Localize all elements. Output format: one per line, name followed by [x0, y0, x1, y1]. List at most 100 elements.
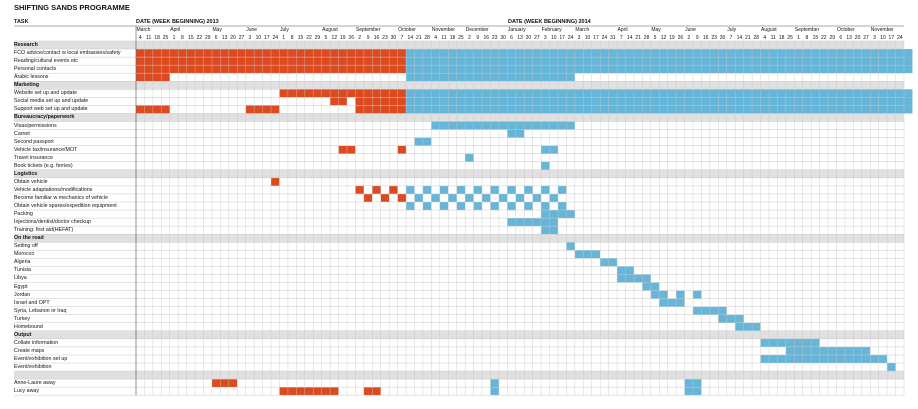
week-label: 8 — [181, 35, 184, 41]
gantt-bar-2014 — [490, 387, 499, 396]
week-label: 1 — [172, 35, 176, 41]
gantt-bar-2014 — [439, 185, 449, 194]
week-label: 14 — [626, 35, 633, 41]
week-label: 9 — [476, 35, 480, 41]
month-label: June — [246, 27, 258, 33]
week-label: 10 — [550, 35, 557, 41]
week-label: 12 — [331, 35, 338, 41]
week-label: 25 — [162, 35, 169, 41]
week-label: 11 — [441, 35, 447, 41]
gantt-bar-2014 — [490, 379, 499, 388]
week-label: 30 — [719, 35, 726, 41]
week-label: 13 — [517, 35, 523, 41]
week-label: 17 — [559, 35, 565, 41]
gantt-bar-2014 — [456, 202, 466, 211]
task-label: Training: first aid(HEFAT) — [14, 227, 74, 234]
gantt-bar-2014 — [507, 185, 516, 194]
gantt-bar-2014 — [760, 338, 820, 347]
task-label: Collate information — [14, 339, 59, 346]
week-label: 17 — [264, 35, 270, 41]
task-label: Website set up and update — [14, 90, 77, 97]
task-label: Vehicle tax/insurance/MOT — [14, 146, 78, 153]
gantt-bar-2014 — [473, 202, 483, 211]
week-label: 14 — [736, 35, 743, 41]
week-label: 16 — [702, 35, 709, 41]
gantt-bar-2014 — [490, 185, 499, 194]
task-label: Tunisia — [14, 267, 31, 274]
week-label: 24 — [601, 35, 608, 41]
gantt-bar-2013 — [279, 89, 407, 98]
section-label: Output — [14, 331, 32, 338]
year-header-2014: DATE (WEEK BEGINNING) 2014 — [508, 19, 591, 25]
week-label: 7 — [619, 35, 623, 41]
gantt-bar-2014 — [541, 202, 550, 211]
task-label: FCO advice/contact w local embassies/saf… — [14, 50, 121, 57]
week-label: 24 — [272, 35, 279, 41]
week-label: 2 — [687, 35, 691, 41]
gantt-bar-2013 — [389, 185, 398, 194]
gantt-bar-2014 — [887, 363, 896, 372]
week-label: 4 — [434, 35, 437, 41]
month-label: September — [355, 27, 381, 33]
week-label: 29 — [314, 35, 321, 41]
gantt-bar-2014 — [676, 290, 685, 299]
week-label: 25 — [458, 35, 464, 41]
month-label: November — [870, 27, 894, 33]
gantt-bar-2013 — [355, 185, 364, 194]
task-label: Anne-Laure away — [14, 380, 56, 387]
week-label: 19 — [669, 35, 675, 41]
month-label: June — [685, 27, 696, 33]
gantt-bar-2014 — [718, 314, 744, 323]
week-label: 6 — [839, 35, 843, 41]
gantt-bar-2014 — [557, 185, 567, 194]
task-label: Visas/permissions — [14, 122, 57, 129]
gantt-bar-2014 — [465, 193, 474, 202]
week-label: 19 — [339, 35, 346, 41]
week-label: 15 — [812, 35, 819, 41]
task-label: Algeria — [14, 259, 31, 266]
week-label: 16 — [483, 35, 490, 41]
section-band — [14, 234, 904, 243]
gantt-bar-2014 — [431, 193, 440, 202]
week-label: 26 — [677, 35, 684, 41]
week-label: 29 — [204, 35, 211, 41]
section-label: Logistics — [14, 170, 38, 177]
week-label: 15 — [297, 35, 304, 41]
gantt-bar-2014 — [693, 290, 702, 299]
week-label: 13 — [846, 35, 852, 41]
gantt-bar-2014 — [659, 298, 685, 307]
month-label: December — [465, 27, 489, 33]
week-label: 4 — [763, 35, 767, 41]
gantt-bar-2014 — [456, 185, 466, 194]
task-label: Obtain vehicle spares/expedition equipme… — [14, 203, 117, 209]
task-label: Injections/dentist/doctor checkup — [14, 219, 91, 226]
section-band — [14, 371, 904, 380]
month-label: March — [136, 27, 151, 33]
gantt-bar-2013 — [271, 177, 280, 186]
gantt-bar-2014 — [760, 354, 888, 363]
section-band — [14, 81, 904, 90]
month-label: July — [727, 27, 737, 33]
week-label: 15 — [188, 35, 194, 41]
week-label: 20 — [525, 35, 532, 41]
task-label: Morocco — [14, 251, 35, 258]
month-label: April — [170, 27, 181, 33]
week-label: 8 — [290, 35, 294, 41]
week-label: 22 — [306, 35, 312, 41]
section-band — [14, 169, 904, 178]
gantt-bar-2014 — [482, 193, 491, 202]
week-label: 26 — [348, 35, 354, 41]
week-label: 24 — [896, 35, 903, 41]
week-label: 9 — [366, 35, 370, 41]
week-label: 1 — [282, 35, 286, 41]
gantt-bar-2014 — [515, 193, 525, 202]
week-label: 3 — [248, 35, 252, 41]
task-label: Vehicle adaptations/modifications — [14, 186, 93, 193]
task-label: Lucy away — [14, 388, 40, 395]
gantt-bar-2013 — [397, 145, 407, 154]
task-label: Setting off — [14, 243, 38, 250]
gantt-bar-2014 — [473, 185, 483, 194]
gantt-bar-2014 — [448, 193, 457, 202]
section-band — [14, 113, 904, 122]
